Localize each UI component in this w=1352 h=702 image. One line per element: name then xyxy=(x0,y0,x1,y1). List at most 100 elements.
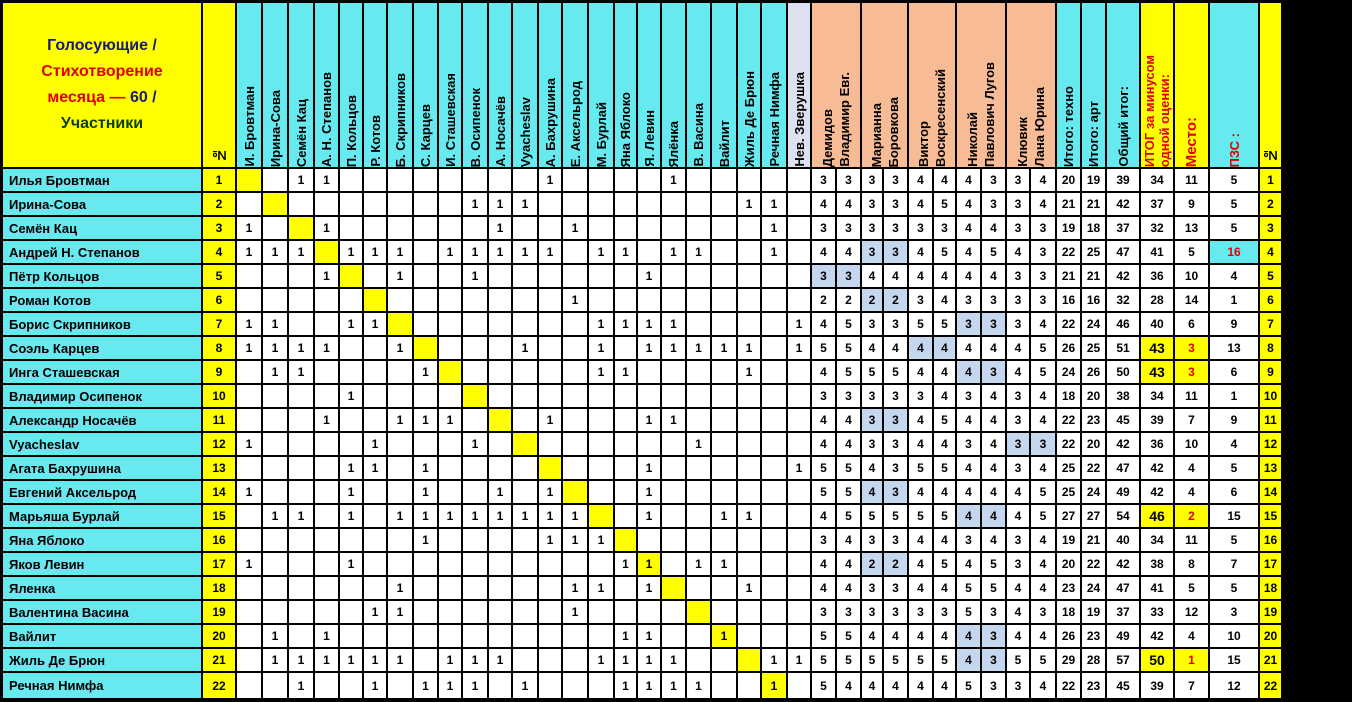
overall-total: 57 xyxy=(1107,649,1139,671)
cell-text: 4 xyxy=(965,341,972,355)
voter-header: Ялёнка xyxy=(662,3,685,167)
vote-cell xyxy=(738,625,760,647)
vote-cell xyxy=(563,553,587,575)
row-number-end: 2 xyxy=(1260,193,1281,215)
score-cell: 5 xyxy=(812,625,835,647)
score-cell: 3 xyxy=(957,529,980,551)
vote-cell xyxy=(539,457,561,479)
cell-text: 18 xyxy=(1263,581,1278,595)
vote-cell xyxy=(237,289,261,311)
vote-mark: 1 xyxy=(571,221,579,235)
vote-cell xyxy=(388,217,412,239)
itog-value: 42 xyxy=(1141,481,1173,503)
score-cell: 4 xyxy=(982,457,1005,479)
score-cell: 4 xyxy=(982,337,1005,359)
cell-text: 38 xyxy=(1150,557,1164,571)
pzs-value: 6 xyxy=(1210,361,1258,383)
cell-text: 3 xyxy=(892,173,899,187)
art-total: 25 xyxy=(1082,337,1105,359)
place-value: 4 xyxy=(1175,457,1208,479)
cell-text: 3 xyxy=(917,389,924,403)
cell-text: Нев. Зверушка xyxy=(791,72,807,167)
cell-text: 34 xyxy=(1150,173,1164,187)
vote-cell xyxy=(788,505,810,527)
score-cell: 3 xyxy=(1031,265,1055,287)
vote-cell xyxy=(315,553,338,575)
cell-text: 15 xyxy=(212,509,226,523)
cell-text: 28 xyxy=(1150,293,1164,307)
vote-cell xyxy=(289,385,313,407)
cell-text: 47 xyxy=(1116,461,1130,475)
vote-cell xyxy=(340,529,362,551)
pzs-header: ПЗС : xyxy=(1210,3,1258,167)
vote-cell: 1 xyxy=(289,361,313,383)
vote-mark: 1 xyxy=(546,509,554,523)
vote-cell: 1 xyxy=(237,337,261,359)
cell-text: 4 xyxy=(1188,629,1195,643)
score-cell: 5 xyxy=(837,337,860,359)
row-number: 7 xyxy=(203,313,235,335)
vote-mark: 1 xyxy=(245,341,253,355)
cell-text: 17 xyxy=(1263,557,1278,571)
vote-mark: 1 xyxy=(622,629,629,643)
vote-cell xyxy=(364,361,386,383)
cell-text: 3 xyxy=(990,678,997,693)
tech-total: 23 xyxy=(1057,577,1080,599)
art-total: 19 xyxy=(1082,601,1105,623)
score-cell: 4 xyxy=(982,217,1005,239)
vote-cell xyxy=(762,553,786,575)
vote-cell xyxy=(738,457,760,479)
vote-cell: 1 xyxy=(414,505,437,527)
cell-text: 3 xyxy=(1014,173,1022,187)
vote-cell: 1 xyxy=(463,241,487,263)
itog-header: ИТОГ за минусом одной оценки: xyxy=(1141,3,1173,167)
vote-cell xyxy=(762,433,786,455)
vote-cell: 1 xyxy=(539,481,561,503)
cell-text: 23 xyxy=(1086,678,1101,693)
cell-text: 47 xyxy=(1116,245,1130,259)
vote-mark: 1 xyxy=(371,317,379,331)
cell-text: 4 xyxy=(1039,413,1047,427)
cell-text: 14 xyxy=(212,485,226,499)
vote-cell xyxy=(489,529,511,551)
cell-text: 4 xyxy=(1039,629,1047,643)
cell-text: 4 xyxy=(1014,629,1022,643)
score-cell: 4 xyxy=(957,217,980,239)
place-value: 7 xyxy=(1175,673,1208,698)
vote-cell xyxy=(788,481,810,503)
score-cell: 4 xyxy=(909,361,932,383)
vote-cell xyxy=(738,385,760,407)
vote-cell xyxy=(712,193,736,215)
score-cell: 5 xyxy=(812,649,835,671)
cell-text: 10 xyxy=(1184,437,1199,451)
vote-cell xyxy=(263,409,287,431)
vote-mark: 1 xyxy=(720,629,728,643)
score-cell: 4 xyxy=(909,169,932,191)
art-total: 16 xyxy=(1082,289,1105,311)
vote-mark: 1 xyxy=(347,389,355,403)
vote-mark: 1 xyxy=(622,245,629,259)
vote-mark: 1 xyxy=(422,485,429,499)
cell-text: М. Бурлай xyxy=(593,101,609,167)
cell-text: 18 xyxy=(1061,389,1076,403)
vote-cell xyxy=(364,169,386,191)
vote-mark: 1 xyxy=(695,557,702,571)
score-cell: 4 xyxy=(909,241,932,263)
cell-text: 4 xyxy=(845,437,852,451)
vote-cell: 1 xyxy=(662,313,685,335)
score-cell: 4 xyxy=(934,265,955,287)
voter-header: А. Бахрушина xyxy=(539,3,561,167)
cell-text: 39 xyxy=(1150,413,1164,427)
cell-text: 9 xyxy=(1188,197,1195,211)
itog-value: 43 xyxy=(1141,337,1173,359)
cell-text: Лана Юрина xyxy=(1032,87,1047,167)
cell-text: Валентина Васина xyxy=(9,604,129,620)
vote-cell: 1 xyxy=(762,241,786,263)
cell-text: 47 xyxy=(1116,581,1130,595)
place-value: 3 xyxy=(1175,361,1208,383)
vote-mark: 1 xyxy=(745,365,753,379)
vote-cell xyxy=(237,505,261,527)
score-cell: 3 xyxy=(1007,289,1029,311)
cell-text: 3 xyxy=(892,413,899,427)
place-value: 11 xyxy=(1175,169,1208,191)
